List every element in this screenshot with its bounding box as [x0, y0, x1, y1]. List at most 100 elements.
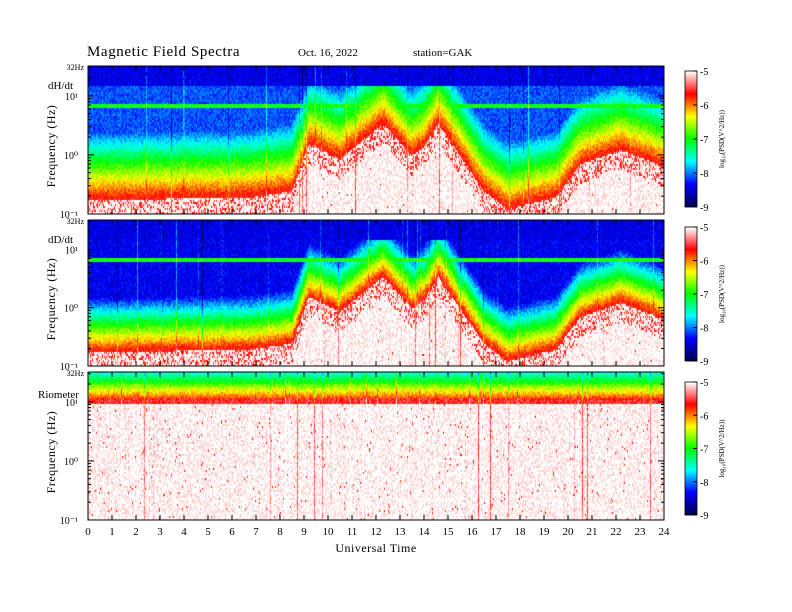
colorbar-swatch	[685, 157, 697, 159]
colorbar-swatch	[685, 149, 697, 151]
x-tick-label: 0	[85, 526, 91, 538]
colorbar-swatch	[685, 86, 697, 88]
colorbar-swatch	[685, 276, 697, 278]
x-tick-label: 14	[419, 526, 431, 538]
colorbar-swatch	[685, 475, 697, 477]
colorbar-swatch	[685, 202, 697, 204]
colorbar-tick-label: -9	[700, 357, 708, 368]
colorbar-swatch	[685, 496, 697, 498]
colorbar-swatch	[685, 321, 697, 323]
colorbar-swatch	[685, 190, 697, 192]
colorbar-swatch	[685, 322, 697, 324]
colorbar-swatch	[685, 354, 697, 356]
colorbar-swatch	[685, 417, 697, 419]
colorbar-swatch	[685, 345, 697, 347]
colorbar-swatch	[685, 484, 697, 486]
colorbar-swatch	[685, 309, 697, 311]
colorbar-swatch	[685, 245, 697, 247]
colorbar-tick-label: -6	[700, 411, 708, 422]
colorbar-swatch	[685, 239, 697, 241]
colorbar-swatch	[685, 482, 697, 484]
colorbar-swatch	[685, 393, 697, 395]
colorbar-swatch	[685, 253, 697, 255]
colorbar-label: log₁₀(PSD(V^2/Hz))	[718, 419, 726, 478]
colorbar-swatch	[685, 89, 697, 91]
colorbar-swatch	[685, 142, 697, 144]
colorbar-swatch	[685, 407, 697, 409]
colorbar-swatch	[685, 98, 697, 100]
colorbar-swatch	[685, 400, 697, 402]
colorbar-swatch	[685, 151, 697, 153]
colorbar-swatch	[685, 448, 697, 450]
colorbar-swatch	[685, 349, 697, 351]
colorbar-swatch	[685, 409, 697, 411]
colorbar-swatch	[685, 137, 697, 139]
colorbar-swatch	[685, 324, 697, 326]
colorbar-swatch	[685, 326, 697, 328]
x-tick-label: 21	[587, 526, 598, 538]
colorbar-swatch	[685, 130, 697, 132]
colorbar-swatch	[685, 334, 697, 336]
colorbar-swatch	[685, 110, 697, 112]
colorbar-swatch	[685, 424, 697, 426]
x-axis-label: Universal Time	[335, 541, 416, 555]
colorbar-swatch	[685, 491, 697, 493]
colorbar-swatch	[685, 355, 697, 357]
colorbar-swatch	[685, 80, 697, 82]
colorbar-swatch	[685, 353, 697, 355]
colorbar-swatch	[685, 426, 697, 428]
y-axis-label: Frequency (Hz)	[44, 411, 58, 494]
colorbar-swatch	[685, 338, 697, 340]
colorbar-swatch	[685, 171, 697, 173]
colorbar-swatch	[685, 252, 697, 254]
colorbar-swatch	[685, 233, 697, 235]
colorbar-swatch	[685, 170, 697, 172]
colorbar-swatch	[685, 351, 697, 353]
colorbar-swatch	[685, 105, 697, 107]
colorbar-swatch	[685, 132, 697, 134]
colorbar-swatch	[685, 416, 697, 418]
colorbar-swatch	[685, 429, 697, 431]
colorbar-swatch	[685, 244, 697, 246]
colorbar-swatch	[685, 473, 697, 475]
colorbar-swatch	[685, 297, 697, 299]
colorbar-swatch	[685, 469, 697, 471]
colorbar-swatch	[685, 179, 697, 181]
colorbar-swatch	[685, 168, 697, 170]
colorbar-swatch	[685, 152, 697, 154]
colorbar-swatch	[685, 328, 697, 330]
colorbar-swatch	[685, 153, 697, 155]
colorbar-swatch	[685, 134, 697, 136]
colorbar-swatch	[685, 510, 697, 512]
colorbar-swatch	[685, 399, 697, 401]
colorbar-swatch	[685, 131, 697, 133]
colorbar-swatch	[685, 503, 697, 505]
colorbar-swatch	[685, 401, 697, 403]
colorbar-swatch	[685, 264, 697, 266]
colorbar-swatch	[685, 403, 697, 405]
colorbar-swatch	[685, 182, 697, 184]
colorbar-swatch	[685, 318, 697, 320]
station-label: station=GAK	[413, 47, 473, 59]
colorbar-swatch	[685, 263, 697, 265]
colorbar-swatch	[685, 185, 697, 187]
colorbar-swatch	[685, 164, 697, 166]
colorbar-swatch	[685, 476, 697, 478]
colorbar-swatch	[685, 451, 697, 453]
colorbar-swatch	[685, 508, 697, 510]
colorbar-swatch	[685, 199, 697, 201]
x-tick-label: 4	[181, 526, 187, 538]
colorbar-swatch	[685, 477, 697, 479]
x-tick-label: 24	[659, 526, 671, 538]
colorbar-swatch	[685, 468, 697, 470]
colorbar-swatch	[685, 449, 697, 451]
colorbar-swatch	[685, 341, 697, 343]
colorbar-swatch	[685, 406, 697, 408]
colorbar-swatch	[685, 325, 697, 327]
colorbar-swatch	[685, 500, 697, 502]
colorbar-swatch	[685, 332, 697, 334]
colorbar-swatch	[685, 295, 697, 297]
colorbar-swatch	[685, 177, 697, 179]
colorbar-swatch	[685, 397, 697, 399]
colorbar-swatch	[685, 129, 697, 131]
